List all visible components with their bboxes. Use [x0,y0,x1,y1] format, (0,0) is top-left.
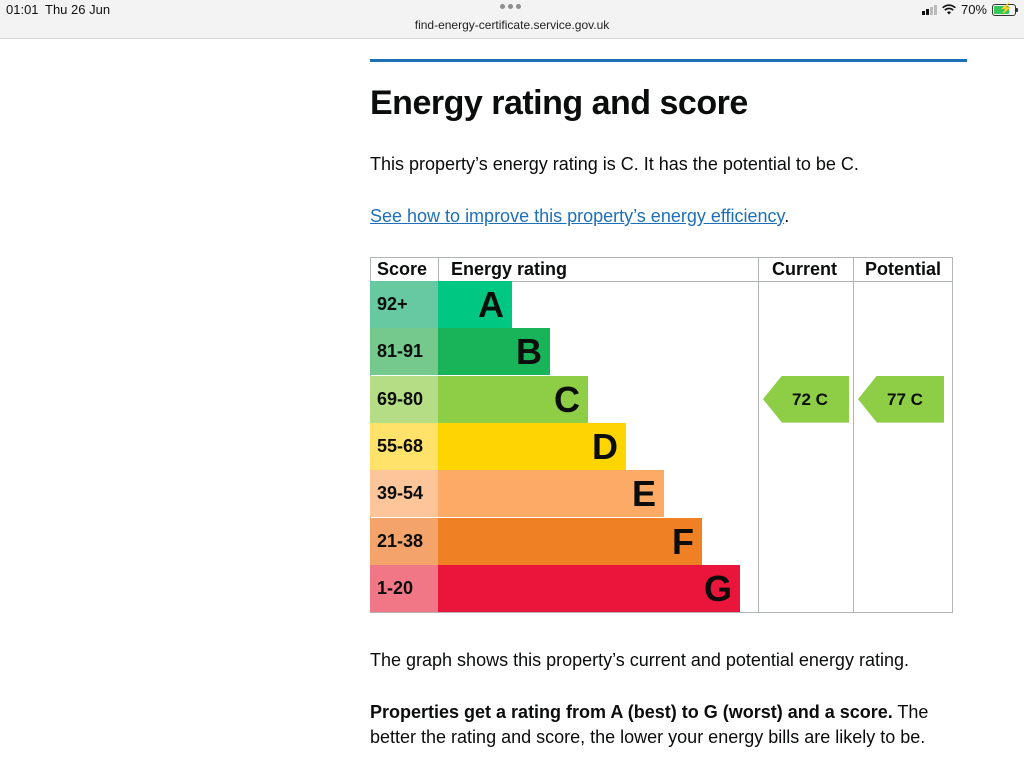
score-range-b: 81-91 [370,328,438,376]
status-bar: 01:01 Thu 26 Jun find-energy-certificate… [0,0,1024,39]
score-range-d: 55-68 [370,422,438,470]
rating-summary: This property’s energy rating is C. It h… [370,154,859,174]
signal-icon [921,4,937,15]
page-title: Energy rating and score [370,84,748,122]
improve-efficiency-link[interactable]: See how to improve this property’s energ… [370,206,785,226]
current-header: Current [772,259,838,279]
rating-band-c: C [438,375,588,423]
score-range-f: 21-38 [370,517,438,565]
wifi-icon [942,4,956,15]
rating-band-g: G [438,564,740,612]
more-options-icon[interactable] [500,4,521,9]
rating-letter-c: C [554,378,580,420]
rating-letter-b: B [516,331,542,373]
section-divider [370,59,967,62]
energy-rating-header: Energy rating [451,259,568,279]
status-indicators: 70% ⚡ [921,2,1018,17]
header-divider [438,257,439,281]
rating-letter-g: G [703,567,732,609]
energy-rating-chart: Score Energy rating Current Potential 92… [370,257,953,613]
current-rating-arrow: 72 C [763,375,849,423]
rating-letter-f: F [672,520,694,562]
rating-band-f: F [438,517,702,565]
rating-band-e: E [438,470,664,518]
rating-letter-e: E [631,473,656,515]
score-header: Score [377,259,428,279]
score-range-a: 92+ [370,281,438,328]
score-range-c: 69-80 [370,375,438,423]
battery-charging-icon: ⚡ [992,3,1018,16]
link-suffix: . [784,206,790,226]
rating-scale-rest: The better the rating and score, the low… [370,702,929,747]
score-range-g: 1-20 [370,564,438,612]
potential-header: Potential [865,259,942,279]
potential-column-divider [853,257,854,613]
potential-rating-arrow: 77 C [858,375,944,423]
address-bar-url[interactable]: find-energy-certificate.service.gov.uk [414,18,610,32]
status-time: 01:01 [6,2,39,17]
rating-scale-explanation: Properties get a rating from A (best) to… [370,700,970,750]
rating-band-d: D [438,422,626,470]
rating-letter-a: A [478,284,504,325]
rating-band-a: A [438,281,512,328]
rating-scale-bold: Properties get a rating from A (best) to… [370,702,893,722]
rating-band-b: B [438,328,550,376]
score-range-e: 39-54 [370,470,438,518]
status-date: Thu 26 Jun [45,2,111,17]
header-underline [370,281,953,282]
current-column-divider [758,257,759,613]
graph-description: The graph shows this property’s current … [370,650,909,670]
battery-percentage: 70% [960,2,987,17]
improve-link-paragraph: See how to improve this property’s energ… [370,204,789,229]
rating-letter-d: D [592,425,618,467]
